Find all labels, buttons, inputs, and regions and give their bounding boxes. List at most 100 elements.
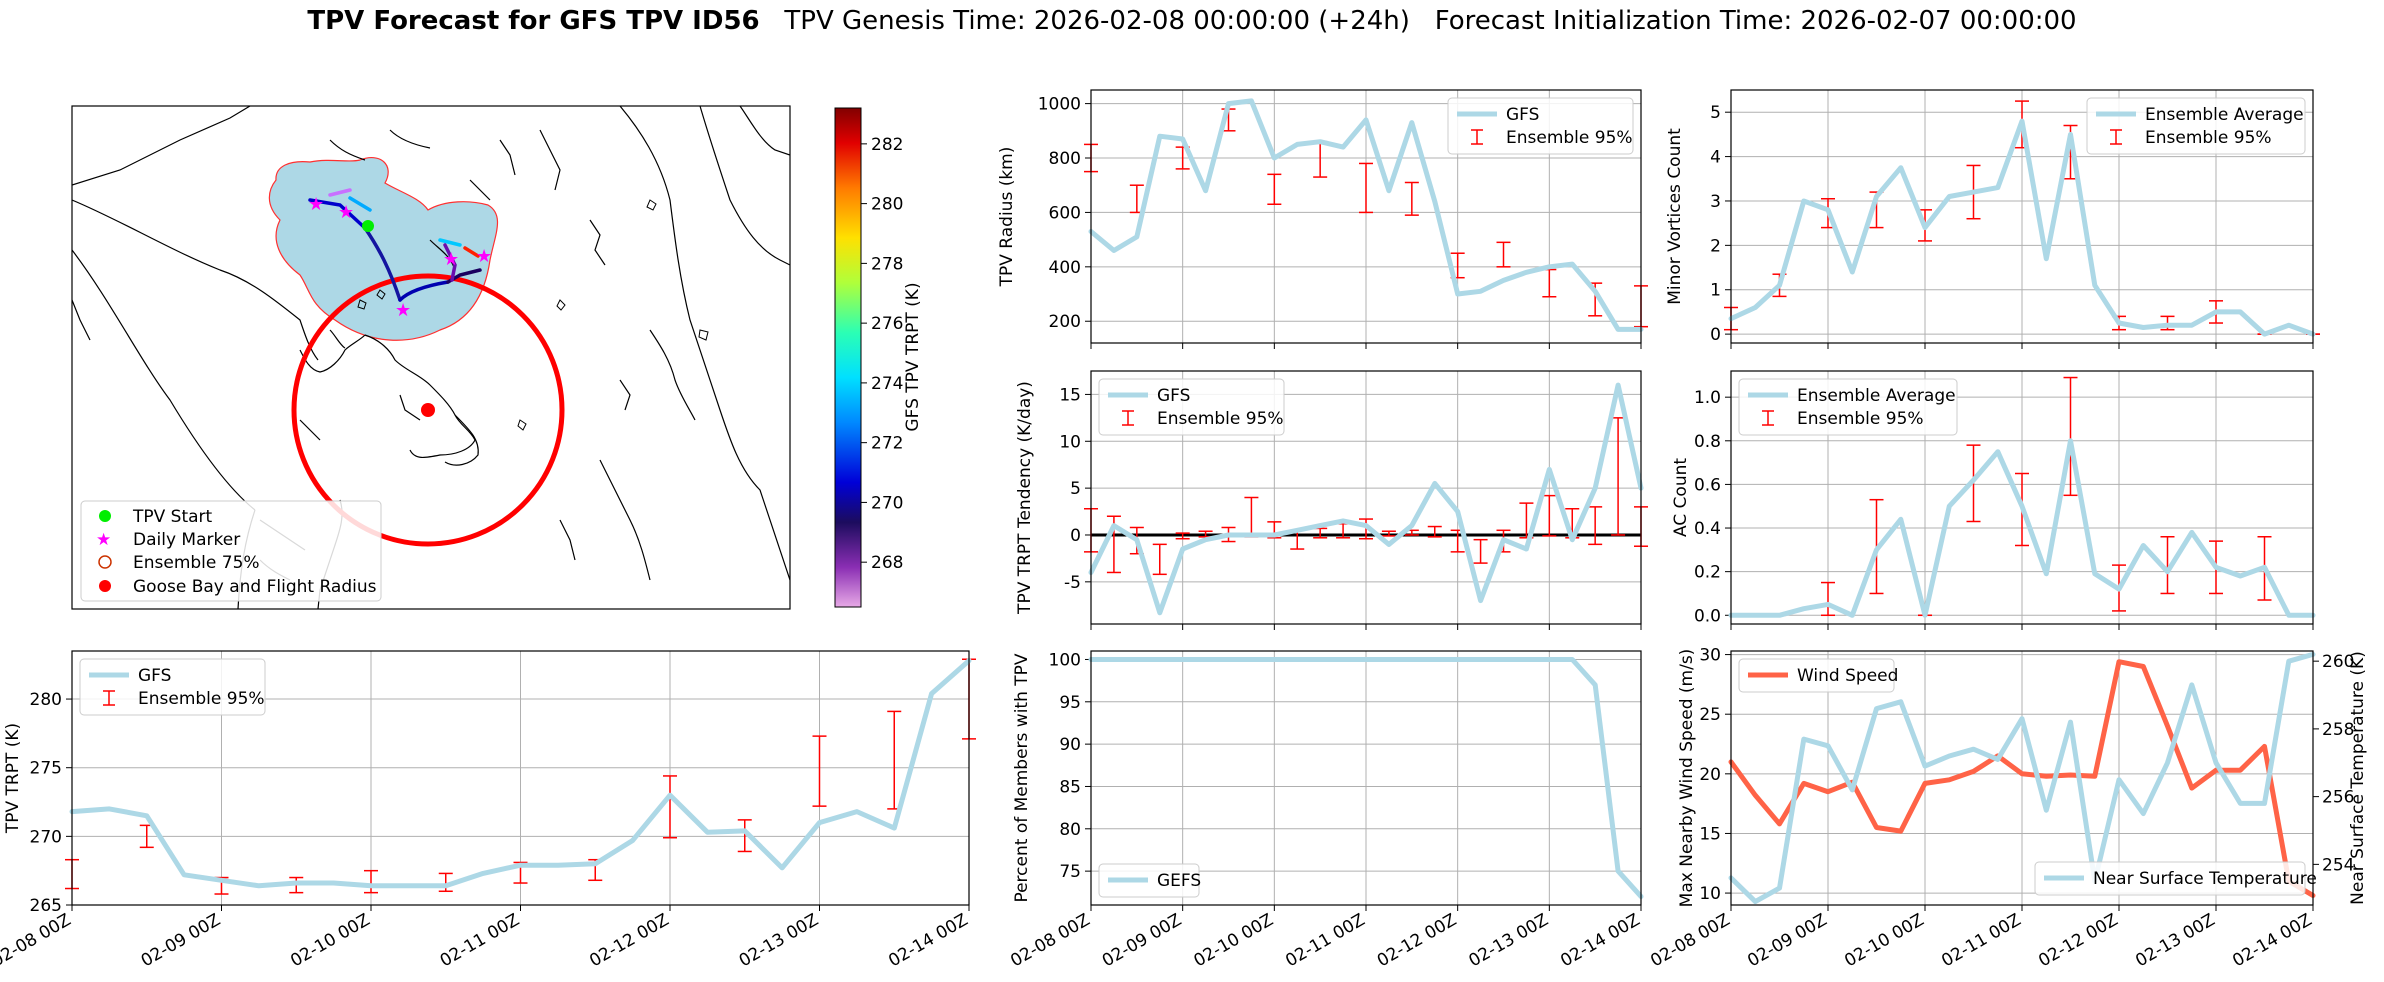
y-axis-label: TPV TRPT (K) bbox=[3, 723, 23, 834]
y-axis-label: Minor Vortices Count bbox=[1665, 128, 1685, 305]
y-tick-label: 2 bbox=[1710, 236, 1721, 256]
y-tick-label: 0.4 bbox=[1694, 519, 1721, 539]
chart-legend: GFS Ensemble 95% bbox=[1447, 97, 1634, 155]
legend-label: GFS bbox=[138, 666, 171, 686]
red-dot-icon bbox=[99, 580, 111, 592]
y-tick-label: 85 bbox=[1059, 777, 1081, 797]
y-tick-label: 0.6 bbox=[1694, 475, 1721, 495]
title-details: TPV Genesis Time: 2026-02-08 00:00:00 (+… bbox=[784, 6, 2077, 36]
series-line bbox=[69, 658, 972, 889]
y-axis-label: TPV TRPT Tendency (K/day) bbox=[1015, 381, 1035, 615]
ensemble-errorbar bbox=[1404, 181, 1419, 216]
y-tick-label: -5 bbox=[1064, 573, 1081, 593]
ensemble-errorbar bbox=[1381, 530, 1396, 537]
legend-label: GFS bbox=[1157, 386, 1190, 406]
daily-marker-star: ★ bbox=[338, 202, 354, 223]
y-tick-label: 0 bbox=[1710, 325, 1721, 345]
colorbar-ticks: 268 270 272 274 276 278 280 282 bbox=[861, 135, 903, 573]
y-tick-label: 265 bbox=[30, 896, 62, 916]
plot-frame bbox=[1090, 650, 1642, 906]
green-dot-icon bbox=[99, 510, 111, 522]
y2-tick-label: 256 bbox=[2322, 788, 2354, 808]
chart-legend: Ensemble Average Ensemble 95% bbox=[1738, 378, 1958, 436]
y-tick-label: 90 bbox=[1059, 735, 1081, 755]
chart-legend: Near Surface Temperature bbox=[2034, 861, 2317, 896]
figure-title: TPV Forecast for GFS TPV ID56 TPV Genesi… bbox=[0, 6, 2384, 36]
chart-tendency: -5 0 5 10 15 TPV TRPT Tendency (K/day) GFS Ense… bbox=[1015, 370, 1648, 630]
y-tick-label: 3 bbox=[1710, 192, 1721, 212]
ensemble-errorbar bbox=[1175, 532, 1190, 540]
legend-box bbox=[1738, 658, 1895, 693]
legend-label: Near Surface Temperature bbox=[2093, 869, 2317, 889]
y-tick-label: 5 bbox=[1710, 103, 1721, 123]
chart-legend: GEFS bbox=[1098, 863, 1201, 898]
x-tick-label: 02-10 00Z bbox=[1191, 910, 1277, 971]
flight-radius-circle bbox=[291, 273, 565, 547]
y-tick-label: 30 bbox=[1699, 646, 1721, 666]
chart-ac: 0.0 0.2 0.4 0.6 0.8 1.0 AC Count Ensemble Avera… bbox=[1671, 370, 2316, 630]
x-tick-label: 02-13 00Z bbox=[2132, 910, 2218, 971]
goose-bay-marker bbox=[421, 403, 435, 417]
ensemble-errorbar bbox=[1821, 581, 1835, 617]
series-line bbox=[1728, 438, 2316, 618]
legend-box bbox=[1738, 378, 1958, 436]
series-line bbox=[1088, 382, 1644, 616]
x-tick-label: 02-13 00Z bbox=[1466, 910, 1552, 971]
x-tick-label: 02-12 00Z bbox=[1374, 910, 1460, 971]
x-tick-label: 02-08 00Z bbox=[1007, 910, 1093, 971]
y2-tick-label: 260 bbox=[2322, 652, 2354, 672]
chart-wind_temp: 02-08 00Z 02-09 00Z 02-10 00Z 02-11 00Z 02-1… bbox=[1647, 646, 2368, 972]
chart-legend: Ensemble Average Ensemble 95% bbox=[2086, 97, 2306, 155]
chart-legend: GFS Ensemble 95% bbox=[79, 658, 266, 716]
colorbar-tick-label: 274 bbox=[871, 374, 903, 394]
x-tick-label: 02-10 00Z bbox=[287, 910, 373, 971]
y-tick-label: 15 bbox=[1699, 824, 1721, 844]
plot-frame bbox=[1730, 370, 2314, 625]
y-tick-label: 0.0 bbox=[1694, 606, 1721, 626]
y-tick-label: 80 bbox=[1059, 820, 1081, 840]
colorbar-tick-label: 270 bbox=[871, 493, 903, 513]
x-tick-label: 02-13 00Z bbox=[736, 910, 822, 971]
chart-legend: Wind Speed bbox=[1738, 658, 1898, 693]
y2-axis-label: Near Surface Temperature (K) bbox=[2348, 651, 2368, 905]
ensemble-errorbar bbox=[812, 735, 827, 807]
chart-radius: 200 400 600 800 1000 TPV Radius (km) GFS Ensemb… bbox=[997, 89, 1648, 349]
chart-percent: 02-08 00Z 02-09 00Z 02-10 00Z 02-11 00Z 02-1… bbox=[1007, 650, 1644, 971]
y-tick-label: 25 bbox=[1699, 705, 1721, 725]
legend-label: Ensemble 95% bbox=[1157, 409, 1284, 429]
title-bold: TPV Forecast for GFS TPV ID56 bbox=[307, 6, 760, 36]
map-frame bbox=[71, 105, 791, 610]
y-tick-label: 400 bbox=[1049, 258, 1081, 278]
y-tick-label: 1 bbox=[1710, 281, 1721, 301]
x-tick-label: 02-09 00Z bbox=[138, 910, 224, 971]
ensemble-errorbar bbox=[1267, 173, 1282, 206]
x-tick-label: 02-11 00Z bbox=[1938, 910, 2024, 971]
y-tick-label: 4 bbox=[1710, 148, 1721, 168]
map-legend-label: Ensemble 75% bbox=[133, 553, 260, 573]
ensemble-errorbar bbox=[1152, 543, 1167, 576]
y-tick-label: 100 bbox=[1049, 650, 1081, 670]
legend-label: GFS bbox=[1506, 105, 1539, 125]
tpv-track bbox=[308, 188, 482, 302]
plot-frame bbox=[1730, 89, 2314, 344]
x-tick-label: 02-14 00Z bbox=[2229, 910, 2315, 971]
x-tick-label: 02-09 00Z bbox=[1099, 910, 1185, 971]
ensemble-errorbar bbox=[1496, 241, 1511, 268]
y-tick-label: 0.2 bbox=[1694, 563, 1721, 583]
plot-frame bbox=[1090, 89, 1642, 344]
ensemble-errorbar bbox=[1588, 506, 1603, 546]
legend-label: Ensemble Average bbox=[2145, 105, 2304, 125]
y-tick-label: 10 bbox=[1699, 884, 1721, 904]
map-legend: ★ TPV Start Daily Marker Ensemble 75% Go… bbox=[80, 500, 382, 602]
plot-frame bbox=[71, 650, 970, 906]
ensemble-errorbar bbox=[737, 819, 752, 853]
y-tick-label: 75 bbox=[1059, 862, 1081, 882]
colorbar: 268 270 272 274 276 278 280 282 GFS TPV TRPT (K… bbox=[834, 107, 923, 608]
daily-marker-star: ★ bbox=[395, 300, 411, 321]
x-tick-label: 02-14 00Z bbox=[1557, 910, 1643, 971]
legend-box bbox=[2034, 861, 2306, 896]
legend-label: Ensemble 95% bbox=[1797, 409, 1924, 429]
ensemble-errorbar bbox=[364, 869, 378, 894]
colorbar-tick-label: 268 bbox=[871, 553, 903, 573]
